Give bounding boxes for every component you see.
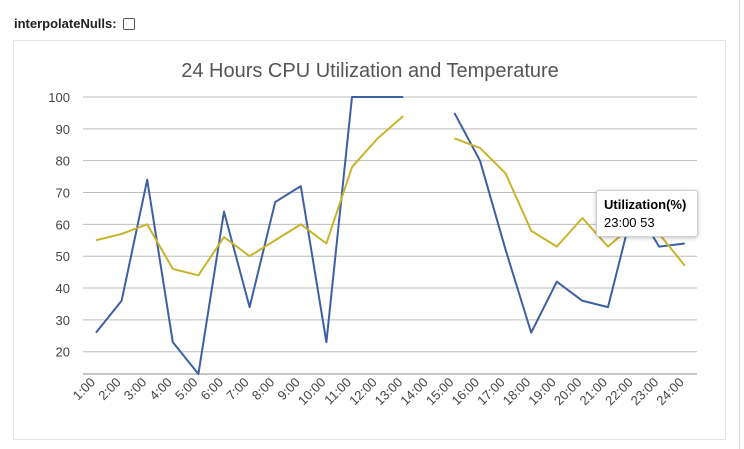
x-tick-label: 20:00 <box>551 375 585 409</box>
y-tick-label: 40 <box>56 281 70 296</box>
y-tick-label: 80 <box>56 154 70 169</box>
y-tick-label: 60 <box>56 217 70 232</box>
y-tick-label: 50 <box>56 249 70 264</box>
y-tick-label: 70 <box>56 186 70 201</box>
chart-panel <box>13 40 726 440</box>
x-tick-label: 10:00 <box>295 375 329 409</box>
y-tick-label: 20 <box>56 345 70 360</box>
interpolate-nulls-control: interpolateNulls: <box>14 16 135 31</box>
series-1-line-segment-0 <box>95 115 404 277</box>
x-tick-label: 14:00 <box>397 375 431 409</box>
x-tick-label: 4:00 <box>146 375 175 404</box>
x-tick-label: 5:00 <box>172 375 201 404</box>
x-tick-label: 17:00 <box>474 375 508 409</box>
x-tick-label: 15:00 <box>423 375 457 409</box>
x-tick-label: 24:00 <box>653 375 687 409</box>
x-tick-label: 22:00 <box>602 375 636 409</box>
tooltip: Utilization(%) 23:00 53 <box>596 190 698 237</box>
y-tick-label: 30 <box>56 313 70 328</box>
interpolate-nulls-label: interpolateNulls: <box>14 16 117 31</box>
chart-title: 24 Hours CPU Utilization and Temperature <box>181 60 559 82</box>
grid-lines <box>83 96 697 353</box>
x-tick-label: 21:00 <box>577 375 611 409</box>
x-tick-label: 12:00 <box>346 375 380 409</box>
tooltip-text: 23:00 53 <box>604 215 655 230</box>
y-tick-label: 90 <box>56 122 70 137</box>
x-tick-label: 11:00 <box>321 375 354 408</box>
x-tick-label: 16:00 <box>449 375 483 409</box>
right-divider <box>739 0 740 449</box>
x-tick-label: 8:00 <box>249 375 278 404</box>
tooltip-title: Utilization(%) <box>604 197 687 212</box>
x-tick-label: 1:00 <box>70 375 99 404</box>
y-tick-label: 100 <box>48 90 70 105</box>
x-tick-label: 18:00 <box>500 375 534 409</box>
x-tick-label: 13:00 <box>372 375 406 409</box>
x-tick-label: 19:00 <box>525 375 559 409</box>
series-0-line-segment-0 <box>95 96 404 375</box>
x-tick-label: 7:00 <box>223 375 252 404</box>
interpolate-nulls-checkbox[interactable] <box>122 17 135 30</box>
axes: 20 30 40 50 60 70 80 90 100 1:002:003:004:005:006… <box>48 90 697 408</box>
x-tick-label: 6:00 <box>198 375 227 404</box>
x-tick-label: 3:00 <box>121 375 150 404</box>
x-tick-label: 23:00 <box>628 375 662 409</box>
x-tick-label: 2:00 <box>95 375 124 404</box>
